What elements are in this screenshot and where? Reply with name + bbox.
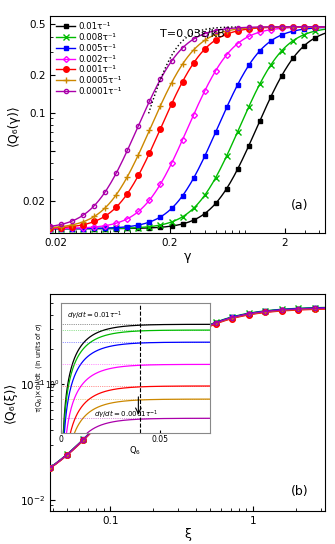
0.002τ⁻¹ [216, 63, 220, 70]
0.008τ⁻¹ [280, 47, 284, 54]
0.0005τ⁻¹ [280, 23, 284, 30]
Line: 0.01τ⁻¹: 0.01τ⁻¹ [48, 31, 327, 231]
0.01τ⁻¹ [297, 47, 301, 54]
0.001τ⁻¹ [211, 39, 215, 45]
0.001τ⁻¹ [297, 23, 301, 30]
0.0001τ⁻¹ [211, 28, 215, 34]
0.0001τ⁻¹ [48, 223, 52, 230]
0.001τ⁻¹ [49, 225, 53, 231]
Legend: 0.01τ⁻¹, 0.008τ⁻¹, 0.005τ⁻¹, 0.002τ⁻¹, 0.001τ⁻¹, 0.0005τ⁻¹, 0.0001τ⁻¹: 0.01τ⁻¹, 0.008τ⁻¹, 0.005τ⁻¹, 0.002τ⁻¹, 0… [55, 21, 124, 97]
0.001τ⁻¹ [216, 35, 220, 41]
0.0005τ⁻¹ [323, 23, 327, 30]
0.005τ⁻¹ [323, 24, 327, 30]
0.0001τ⁻¹ [323, 23, 327, 30]
0.0005τ⁻¹ [49, 224, 53, 231]
0.0005τ⁻¹ [216, 30, 220, 36]
Y-axis label: ⟨Q₆(γ)⟩: ⟨Q₆(γ)⟩ [7, 104, 20, 146]
0.0005τ⁻¹ [297, 23, 301, 30]
0.01τ⁻¹ [211, 203, 215, 209]
0.001τ⁻¹ [280, 24, 284, 30]
0.002τ⁻¹ [297, 24, 301, 30]
Line: 0.008τ⁻¹: 0.008τ⁻¹ [48, 27, 328, 231]
0.008τ⁻¹ [216, 169, 220, 176]
Line: 0.0001τ⁻¹: 0.0001τ⁻¹ [48, 24, 327, 228]
0.002τ⁻¹ [323, 23, 327, 30]
0.005τ⁻¹ [297, 27, 301, 33]
0.01τ⁻¹ [212, 202, 216, 209]
Line: 0.005τ⁻¹: 0.005τ⁻¹ [48, 26, 327, 231]
X-axis label: γ: γ [184, 250, 191, 263]
0.002τ⁻¹ [49, 225, 53, 232]
Line: 0.002τ⁻¹: 0.002τ⁻¹ [48, 24, 327, 231]
0.0005τ⁻¹ [48, 224, 52, 231]
0.0001τ⁻¹ [49, 223, 53, 230]
Text: (a): (a) [290, 199, 308, 212]
0.001τ⁻¹ [212, 38, 216, 45]
0.0005τ⁻¹ [211, 33, 215, 39]
0.01τ⁻¹ [49, 225, 53, 232]
0.008τ⁻¹ [212, 178, 216, 184]
0.005τ⁻¹ [212, 133, 216, 140]
Text: T=0.03ε/kB: T=0.03ε/kB [160, 29, 225, 39]
0.008τ⁻¹ [48, 225, 52, 232]
X-axis label: ξ: ξ [184, 528, 191, 541]
0.001τ⁻¹ [323, 23, 327, 30]
0.005τ⁻¹ [49, 225, 53, 232]
0.002τ⁻¹ [280, 25, 284, 32]
0.0001τ⁻¹ [212, 28, 216, 34]
0.01τ⁻¹ [323, 30, 327, 36]
0.0001τ⁻¹ [280, 23, 284, 30]
0.001τ⁻¹ [48, 225, 52, 231]
0.01τ⁻¹ [216, 197, 220, 203]
0.0001τ⁻¹ [216, 27, 220, 33]
Line: 0.001τ⁻¹: 0.001τ⁻¹ [48, 24, 328, 231]
0.005τ⁻¹ [280, 32, 284, 38]
0.01τ⁻¹ [280, 72, 284, 79]
0.0005τ⁻¹ [212, 32, 216, 39]
0.008τ⁻¹ [49, 225, 53, 232]
Text: (b): (b) [290, 485, 308, 498]
0.005τ⁻¹ [48, 225, 52, 232]
Y-axis label: ⟨Q₆(ξ)⟩: ⟨Q₆(ξ)⟩ [4, 382, 17, 423]
0.005τ⁻¹ [216, 123, 220, 129]
Line: 0.0005τ⁻¹: 0.0005τ⁻¹ [47, 23, 328, 231]
0.002τ⁻¹ [212, 71, 216, 77]
0.002τ⁻¹ [48, 225, 52, 232]
0.01τ⁻¹ [48, 225, 52, 232]
0.0001τ⁻¹ [297, 23, 301, 30]
0.008τ⁻¹ [323, 26, 327, 33]
0.002τ⁻¹ [211, 72, 215, 79]
0.005τ⁻¹ [211, 135, 215, 141]
0.008τ⁻¹ [297, 34, 301, 40]
0.008τ⁻¹ [211, 180, 215, 186]
